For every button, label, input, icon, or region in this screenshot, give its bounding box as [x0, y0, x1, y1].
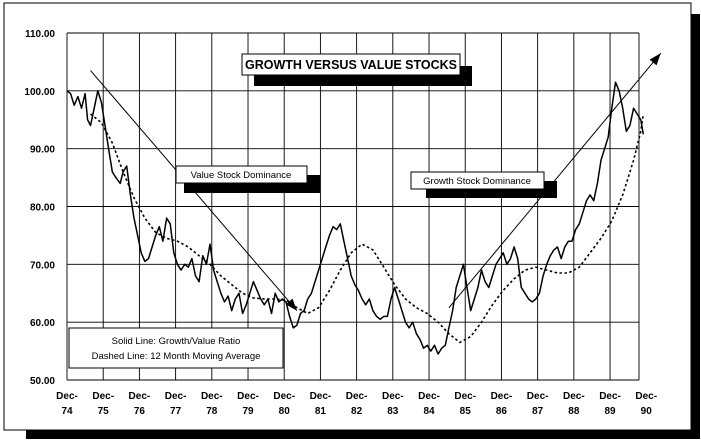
x-tick-label: Dec-: [563, 391, 585, 402]
arrowhead-icon: [649, 53, 661, 66]
x-tick-label: Dec-: [310, 391, 332, 402]
x-tick-year: 74: [61, 406, 73, 417]
x-tick-year: 90: [641, 406, 653, 417]
x-tick-label: Dec-: [491, 391, 513, 402]
x-tick-label: Dec-: [273, 391, 295, 402]
x-tick-year: 84: [423, 406, 435, 417]
x-tick-year: 83: [387, 406, 399, 417]
x-tick-year: 81: [315, 406, 327, 417]
x-tick-year: 77: [170, 406, 182, 417]
x-tick-year: 79: [242, 406, 254, 417]
x-tick-label: Dec-: [237, 391, 259, 402]
x-tick-label: Dec-: [382, 391, 404, 402]
x-tick-label: Dec-: [418, 391, 440, 402]
arrowhead-icon: [285, 298, 297, 311]
x-tick-label: Dec-: [599, 391, 621, 402]
y-tick-label: 50.00: [30, 376, 55, 387]
x-tick-year: 78: [206, 406, 218, 417]
y-axis-ticks: 50.00 60.00 70.00 80.00 90.00 100.00 110.00: [24, 29, 55, 387]
x-tick-label: Dec-: [129, 391, 151, 402]
x-tick-label: Dec-: [527, 391, 549, 402]
x-tick-label: Dec-: [92, 391, 114, 402]
x-tick-label: Dec-: [165, 391, 187, 402]
chart-title-box: GROWTH VERSUS VALUE STOCKS: [241, 53, 472, 86]
x-tick-label: Dec-: [454, 391, 476, 402]
x-axis-ticks: Dec- 74 Dec- 75 Dec- 76 Dec- 77 Dec- 78 Dec- 79 Dec-…: [56, 391, 657, 417]
trend-arrow-line: [448, 52, 662, 309]
growth-dominance-label: Growth Stock Dominance: [423, 176, 531, 187]
chart-shadow: [26, 14, 700, 439]
x-tick-label: Dec-: [346, 391, 368, 402]
growth-value-ratio-line: [66, 81, 645, 355]
y-tick-label: 70.00: [30, 260, 55, 271]
x-tick-year: 86: [496, 406, 508, 417]
x-tick-label: Dec-: [56, 391, 78, 402]
y-tick-label: 80.00: [30, 203, 55, 214]
legend-solid-line: Solid Line: Growth/Value Ratio: [112, 336, 241, 347]
legend-dashed-line: Dashed Line: 12 Month Moving Average: [92, 351, 261, 362]
y-tick-label: 90.00: [30, 145, 55, 156]
x-tick-year: 76: [134, 406, 146, 417]
x-tick-year: 89: [604, 406, 616, 417]
series-layer: [66, 81, 645, 355]
chart-title: GROWTH VERSUS VALUE STOCKS: [245, 58, 457, 72]
x-tick-label: Dec-: [635, 391, 657, 402]
x-tick-year: 82: [351, 406, 363, 417]
y-tick-label: 60.00: [30, 318, 55, 329]
y-tick-label: 110.00: [25, 29, 55, 40]
x-tick-year: 75: [98, 406, 110, 417]
moving-average-line: [90, 113, 645, 344]
x-tick-year: 80: [279, 406, 291, 417]
y-tick-label: 100.00: [24, 87, 55, 98]
x-tick-year: 85: [460, 406, 472, 417]
x-tick-year: 88: [568, 406, 580, 417]
value-dominance-box: Value Stock Dominance: [175, 165, 320, 193]
value-dominance-label: Value Stock Dominance: [191, 170, 292, 181]
x-tick-label: Dec-: [201, 391, 223, 402]
growth-dominance-box: Growth Stock Dominance: [410, 171, 557, 198]
legend-box: Solid Line: Growth/Value Ratio Dashed Li…: [68, 327, 284, 369]
x-tick-year: 87: [532, 406, 544, 417]
gridlines: [66, 32, 640, 381]
